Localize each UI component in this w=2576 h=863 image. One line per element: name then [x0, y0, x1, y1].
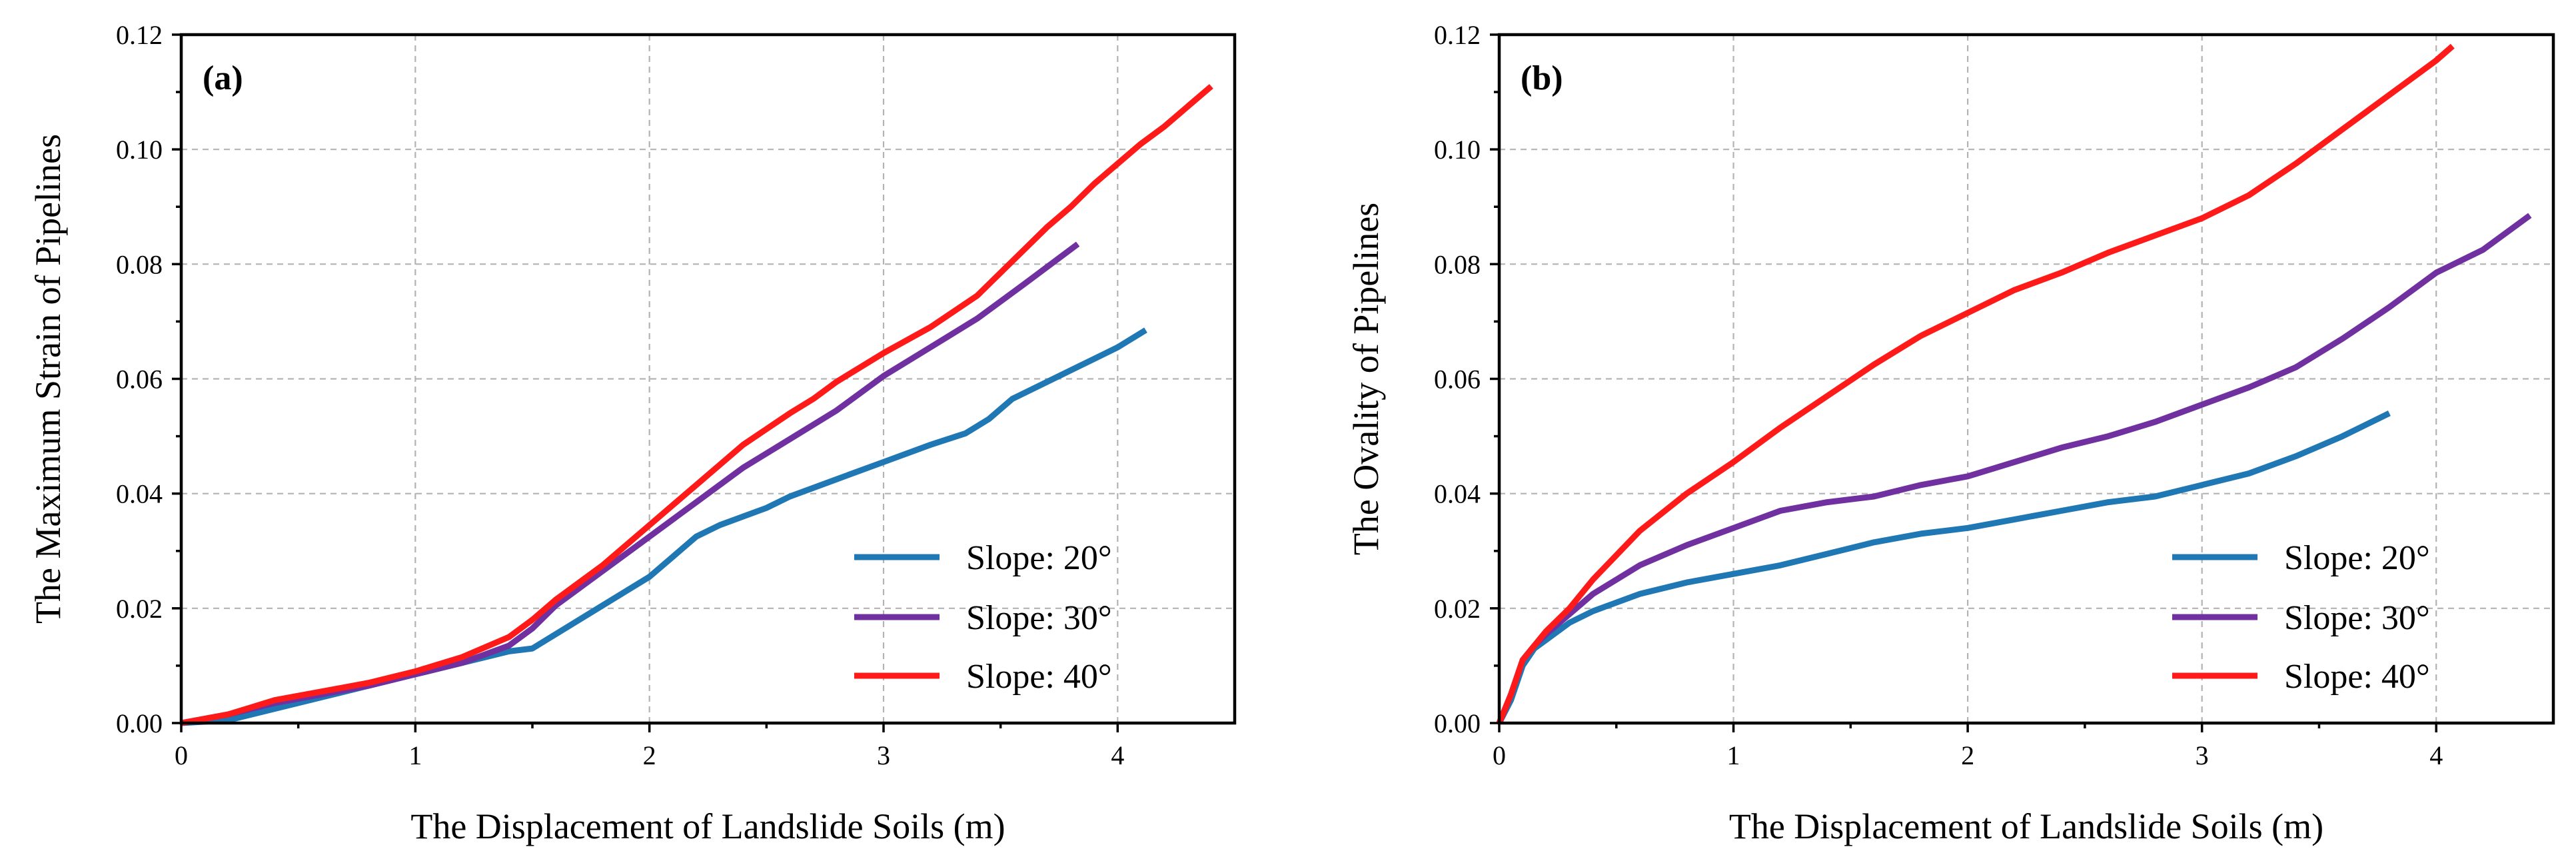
- y-tick-label: 0.06: [116, 365, 163, 395]
- series-line-1: [1496, 411, 2391, 725]
- x-tick-label: 3: [877, 740, 890, 770]
- y-tick-label: 0.00: [1434, 708, 1481, 738]
- y-tick-label: 0.08: [1434, 249, 1481, 279]
- y-tick-label: 0.02: [1434, 594, 1481, 624]
- legend-label-3: Slope: 40°: [2284, 658, 2430, 696]
- panel-label: (a): [203, 59, 243, 97]
- panel-label: (b): [1521, 59, 1563, 97]
- y-tick-label: 0.12: [1434, 20, 1481, 50]
- x-tick-label: 0: [175, 740, 188, 770]
- series-line-3: [1496, 43, 2455, 724]
- x-tick-label: 2: [643, 740, 656, 770]
- x-tick-label: 0: [1493, 740, 1506, 770]
- x-tick-label: 4: [2429, 740, 2443, 770]
- x-axis-label: The Displacement of Landslide Soils (m): [1729, 806, 2323, 846]
- x-axis-label: The Displacement of Landslide Soils (m): [410, 806, 1005, 846]
- x-tick-label: 4: [1111, 740, 1124, 770]
- x-tick-label: 3: [2196, 740, 2209, 770]
- y-tick-label: 0.10: [116, 135, 163, 165]
- x-tick-label: 1: [1727, 740, 1740, 770]
- legend-label-1: Slope: 20°: [2284, 539, 2430, 577]
- legend-label-1: Slope: 20°: [966, 539, 1112, 577]
- legend-label-2: Slope: 30°: [966, 599, 1112, 637]
- y-tick-label: 0.04: [1434, 479, 1481, 509]
- x-tick-label: 1: [408, 740, 422, 770]
- y-tick-label: 0.04: [116, 479, 163, 509]
- y-tick-label: 0.10: [1434, 135, 1481, 165]
- y-tick-label: 0.00: [116, 708, 163, 738]
- y-tick-label: 0.08: [116, 249, 163, 279]
- y-tick-label: 0.06: [1434, 365, 1481, 395]
- y-tick-label: 0.12: [116, 20, 163, 50]
- panel-a-strain-chart: 0 1 2 3 4 0.00 0.02 0.04 0.06 0.08 0.10 0.12 The Dis…: [28, 20, 1237, 846]
- panel-b-ovality-chart: 0 1 2 3 4 0.00 0.02 0.04 0.06 0.08 0.10 0.12 The Dis…: [1346, 20, 2555, 846]
- y-axis-label: The Ovality of Pipelines: [1346, 203, 1386, 555]
- y-axis-label: The Maximum Strain of Pipelines: [28, 134, 68, 624]
- x-tick-label: 2: [1961, 740, 1974, 770]
- y-tick-label: 0.02: [116, 594, 163, 624]
- legend-label-2: Slope: 30°: [2284, 599, 2430, 637]
- series-line-3: [181, 84, 1213, 726]
- legend-label-3: Slope: 40°: [966, 658, 1112, 696]
